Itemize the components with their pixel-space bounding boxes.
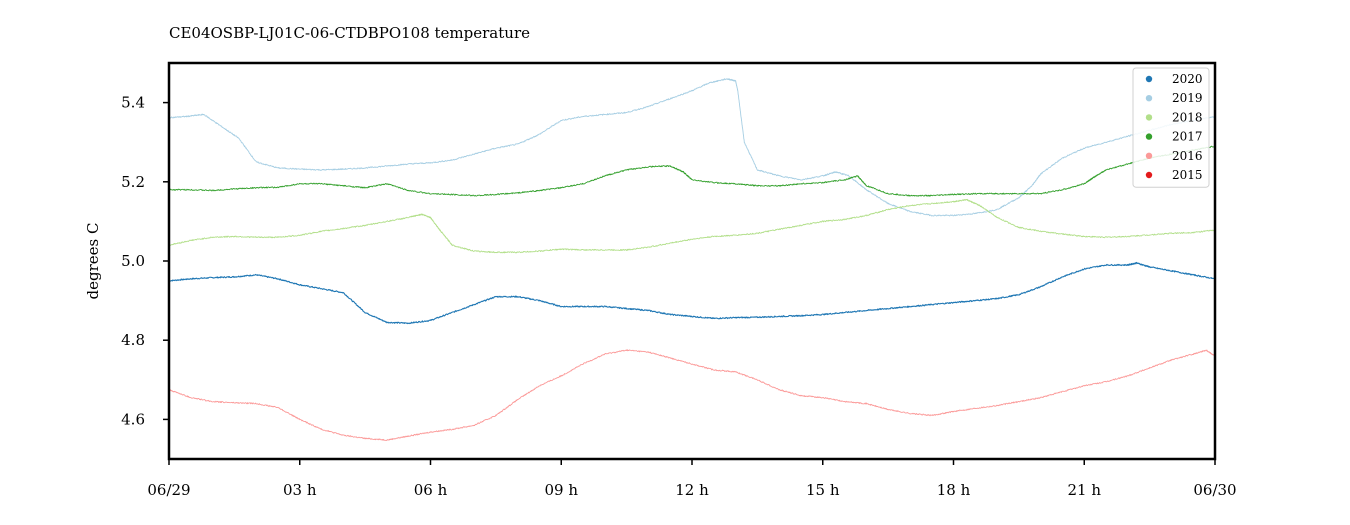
x-tick-label: 09 h — [544, 481, 578, 499]
x-tick-label: 18 h — [937, 481, 971, 499]
y-tick-label: 4.8 — [121, 331, 145, 349]
series-layer — [168, 78, 1216, 441]
legend-label-2016: 2016 — [1172, 149, 1203, 163]
y-tick-label: 4.6 — [121, 410, 145, 428]
legend-label-2018: 2018 — [1172, 110, 1203, 124]
legend-marker-2015 — [1145, 171, 1153, 179]
y-tick-label: 5.2 — [121, 173, 145, 191]
legend-label-2015: 2015 — [1172, 168, 1203, 182]
y-axis-label: degrees C — [84, 223, 102, 300]
legend-marker-2018 — [1145, 114, 1153, 121]
series-line-2018 — [168, 198, 1216, 254]
legend-marker-2016 — [1145, 152, 1153, 159]
legend-marker-2019 — [1145, 95, 1153, 102]
x-tick-label: 21 h — [1067, 481, 1101, 499]
x-tick-label: 06/30 — [1193, 481, 1236, 499]
legend: 2020 2019 2018 2017 2016 2015 — [1132, 67, 1210, 188]
series-line-2019 — [168, 78, 1216, 217]
x-tick-label: 06/29 — [147, 481, 190, 499]
x-tick-label: 03 h — [283, 481, 317, 499]
axes-layer: 06/29 03 h 06 h 09 h 12 h 15 h 18 h 21 h 06/30 4.… — [121, 61, 1237, 499]
legend-label-2017: 2017 — [1172, 130, 1203, 144]
legend-label-2019: 2019 — [1172, 91, 1203, 105]
legend-label-2020: 2020 — [1172, 72, 1203, 86]
series-line-2017 — [168, 145, 1216, 197]
series-line-2016 — [168, 349, 1216, 441]
x-tick-label: 06 h — [414, 481, 448, 499]
chart-title: CE04OSBP-LJ01C-06-CTDBPO108 temperature — [169, 24, 530, 42]
x-tick-label: 15 h — [806, 481, 840, 499]
legend-marker-2020 — [1145, 75, 1153, 83]
y-tick-label: 5.0 — [121, 252, 145, 270]
plot-frame — [167, 61, 1217, 461]
legend-marker-2017 — [1145, 133, 1153, 140]
y-tick-label: 5.4 — [121, 94, 145, 112]
x-tick-label: 12 h — [675, 481, 709, 499]
series-line-2020 — [168, 261, 1216, 325]
